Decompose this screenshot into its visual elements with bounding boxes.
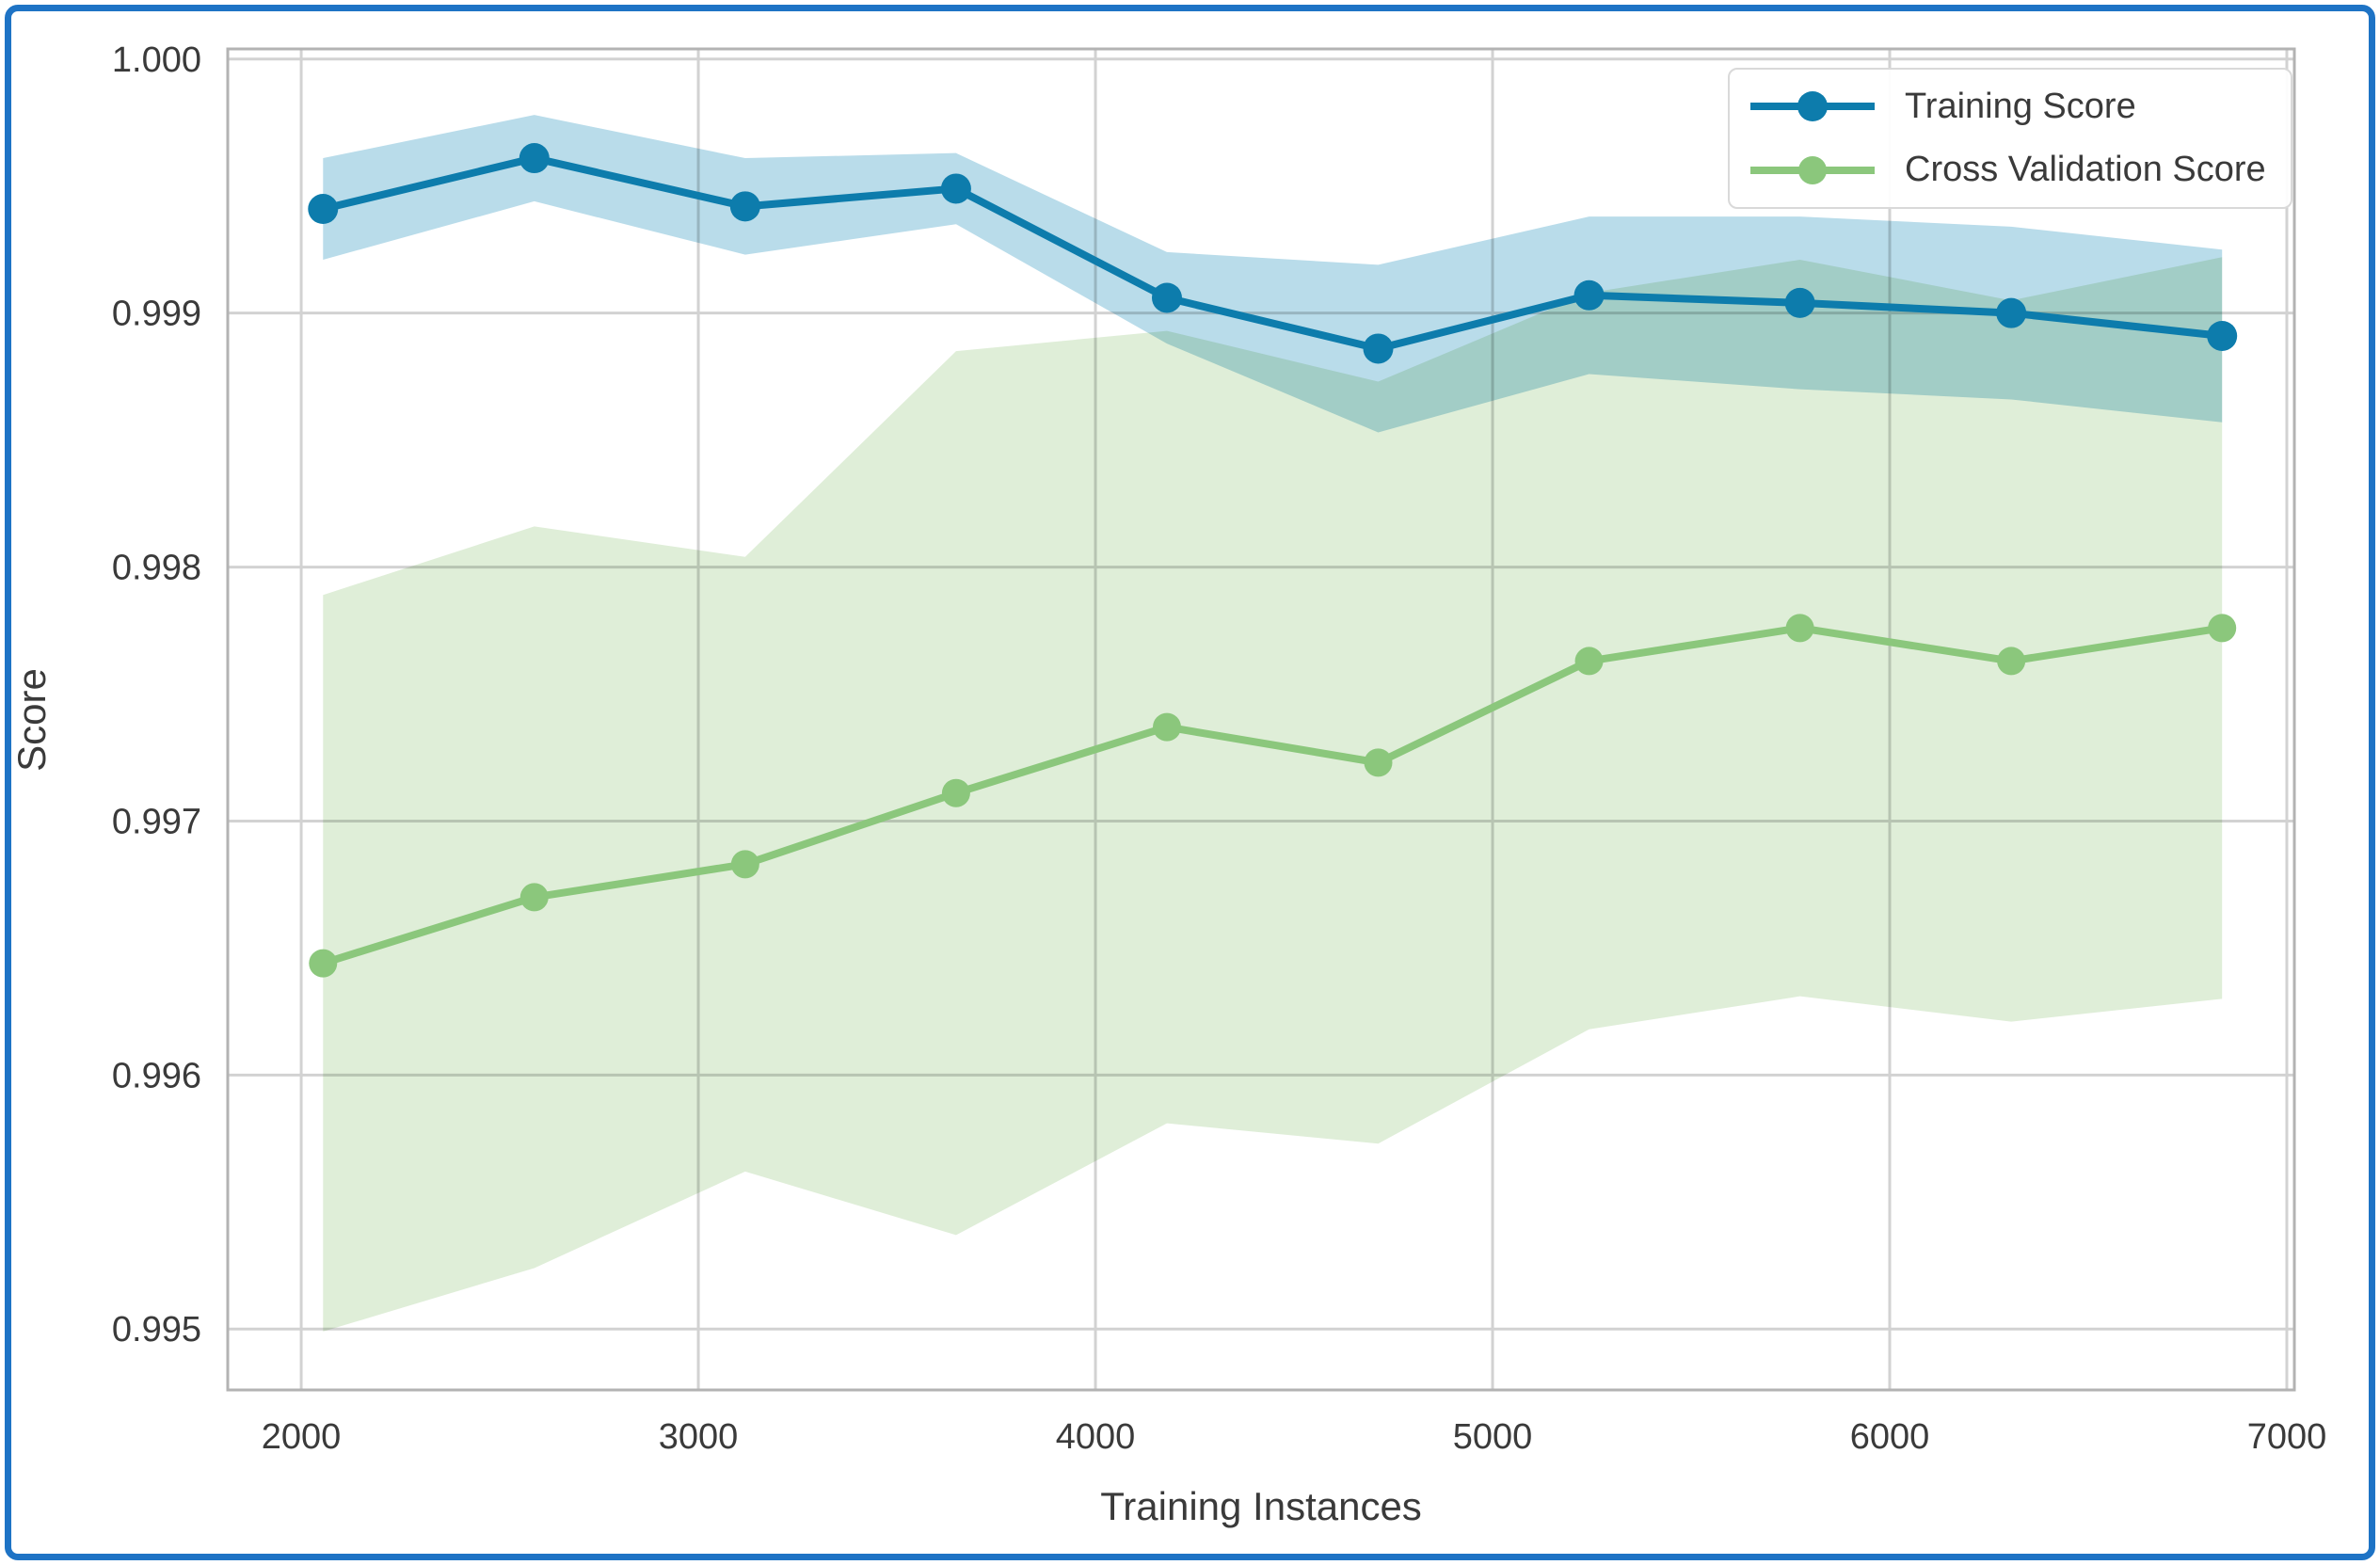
plot-border — [226, 47, 2296, 1392]
x-axis-label: Training Instances — [1100, 1484, 1422, 1528]
y-axis-label: Score — [9, 668, 54, 772]
x-tick-label: 6000 — [1850, 1417, 1930, 1457]
y-tick-label: 0.998 — [112, 549, 201, 588]
data-point-marker — [940, 173, 971, 204]
tick-labels: 1.000 0.999 0.998 0.997 0.996 0.995 2000 3000 40… — [112, 40, 2326, 1457]
data-point-marker — [519, 143, 550, 174]
data-point-marker — [2207, 320, 2238, 351]
series-line — [322, 624, 2223, 967]
data-point-marker — [1152, 712, 1181, 742]
data-point-marker — [309, 949, 338, 978]
x-tick-label: 5000 — [1453, 1417, 1533, 1457]
cross-validation-score-marker-icon — [1750, 155, 1875, 184]
data-point-marker — [1997, 647, 2026, 676]
y-tick-label: 0.999 — [112, 295, 201, 334]
x-tick-label: 4000 — [1056, 1417, 1136, 1457]
axes-spines — [226, 47, 2296, 1392]
series-line — [322, 154, 2223, 353]
confidence-bands — [323, 115, 2223, 1332]
data-point-marker — [729, 191, 760, 222]
legend-item-training-score: Training Score — [1747, 76, 2281, 136]
data-point-marker — [1785, 614, 1814, 643]
data-point-marker — [519, 883, 549, 912]
legend-label-training-score: Training Score — [1905, 86, 2136, 126]
confidence-band — [323, 115, 2223, 433]
x-tick-label: 7000 — [2247, 1417, 2327, 1457]
training-score-marker-icon — [1750, 91, 1875, 122]
y-tick-label: 0.995 — [112, 1310, 201, 1349]
y-tick-label: 1.000 — [112, 40, 201, 80]
series-lines — [308, 143, 2238, 978]
data-point-marker — [1364, 748, 1393, 777]
y-tick-label: 0.997 — [112, 802, 201, 841]
data-point-marker — [1363, 333, 1394, 364]
y-tick-label: 0.996 — [112, 1056, 201, 1095]
legend-label-cross-validation-score: Cross Validation Score — [1905, 150, 2266, 190]
data-point-marker — [1574, 647, 1604, 676]
x-tick-label: 3000 — [659, 1417, 739, 1457]
legend-item-cross-validation-score: Cross Validation Score — [1747, 140, 2281, 200]
data-point-marker — [2208, 614, 2237, 643]
data-point-marker — [1151, 282, 1182, 313]
data-point-marker — [1573, 279, 1605, 311]
legend: Training Score Cross Validation Score — [1728, 68, 2292, 209]
data-point-marker — [941, 778, 970, 807]
x-tick-label: 2000 — [262, 1417, 342, 1457]
confidence-band — [323, 257, 2223, 1332]
data-point-marker — [1784, 287, 1815, 318]
data-point-marker — [1996, 297, 2027, 328]
data-point-marker — [308, 194, 339, 225]
data-point-marker — [730, 850, 759, 879]
